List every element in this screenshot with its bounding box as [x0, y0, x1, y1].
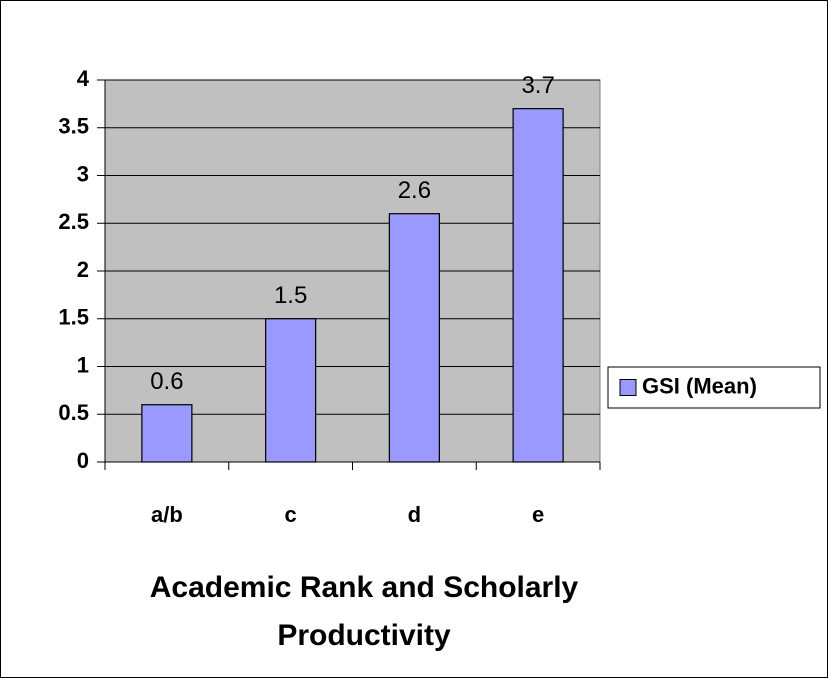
y-tick-label: 0.5 [58, 400, 89, 425]
y-tick-label: 3 [77, 161, 89, 186]
x-tick-label: a/b [151, 502, 183, 527]
y-tick-label: 2.5 [58, 209, 89, 234]
y-tick-label: 1.5 [58, 305, 89, 330]
data-label: 0.6 [150, 368, 183, 395]
bar [265, 318, 317, 463]
x-tick-label: e [532, 502, 544, 527]
y-tick-label: 3.5 [58, 114, 89, 139]
y-tick-label: 4 [77, 66, 90, 91]
x-tick-label: d [408, 502, 421, 527]
y-tick-label: 1 [77, 352, 89, 377]
y-tick-label: 0 [77, 448, 89, 473]
bar [388, 213, 440, 463]
legend-box [607, 366, 821, 409]
data-label: 3.7 [521, 72, 554, 99]
chart-title: Academic Rank and Scholarly Productivity [149, 571, 579, 652]
legend-swatch [619, 379, 637, 396]
bar [512, 108, 564, 463]
data-label: 1.5 [274, 282, 307, 309]
data-label: 2.6 [398, 177, 431, 204]
legend-label: GSI (Mean) [642, 373, 757, 398]
x-tick-label: c [285, 502, 297, 527]
bar [141, 404, 193, 463]
y-tick-label: 2 [77, 257, 89, 282]
